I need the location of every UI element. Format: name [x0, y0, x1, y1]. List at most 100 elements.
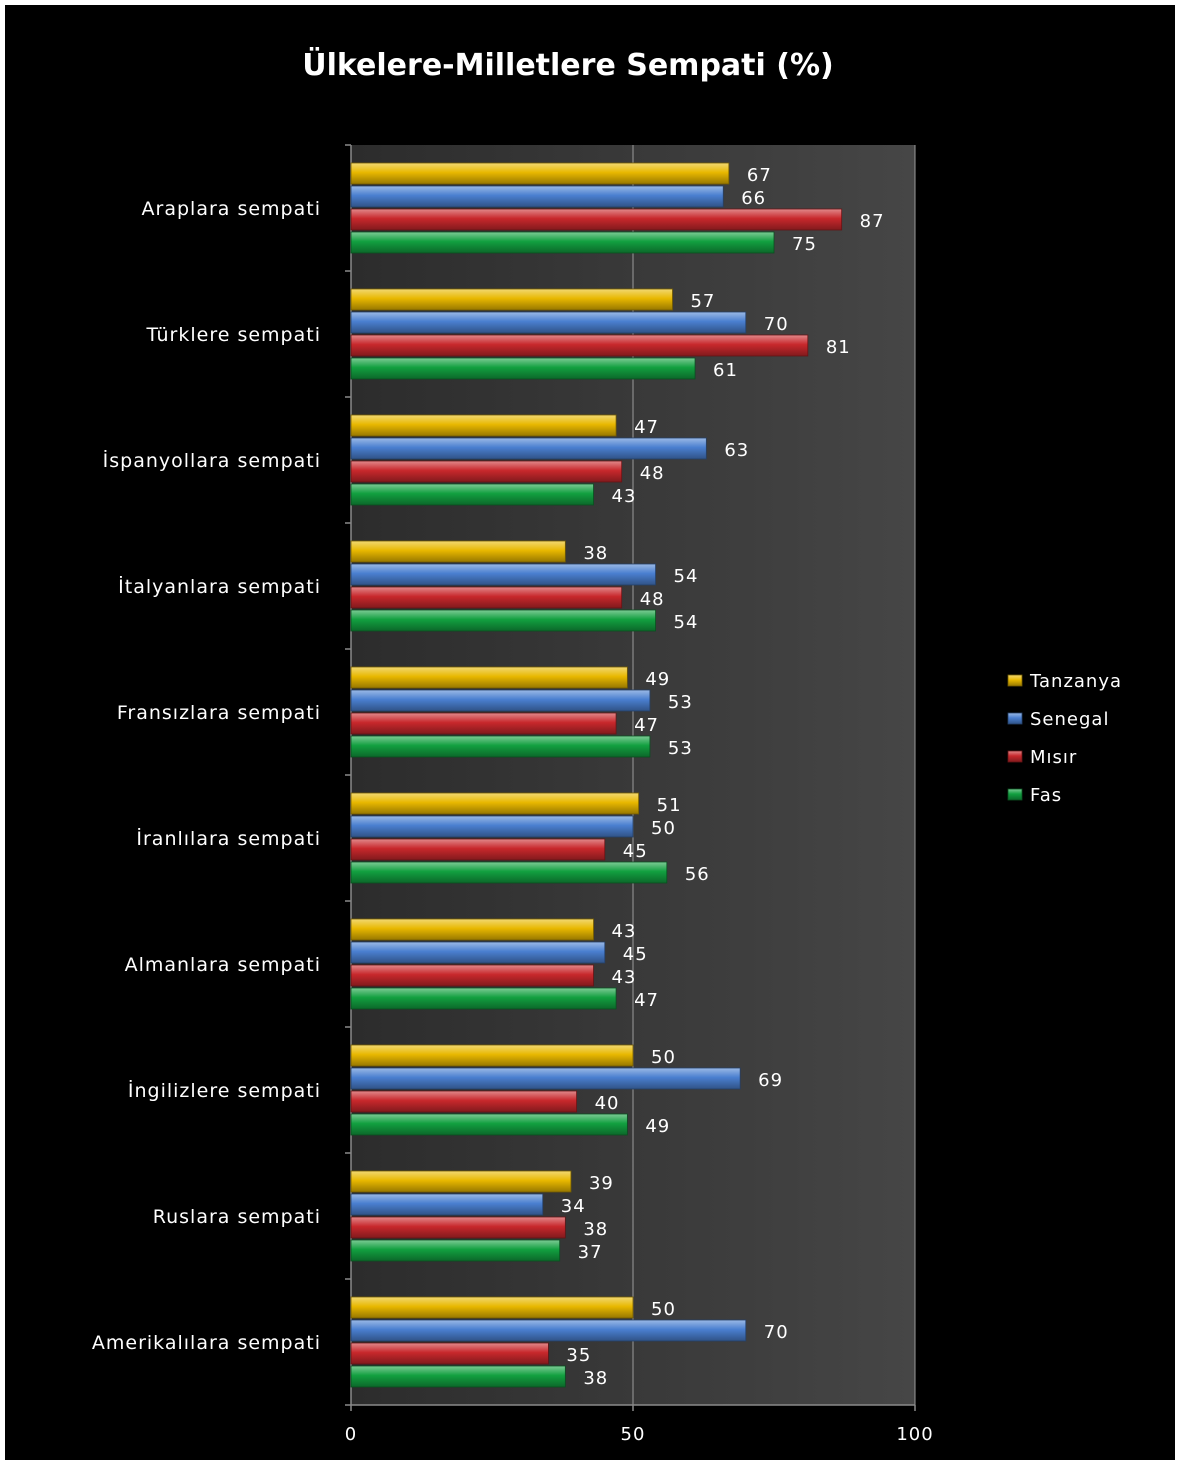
chart-frame: Ülkelere-Milletlere Sempati (%) Araplara… [5, 5, 1175, 1460]
category-label: Almanlara sempati [125, 954, 321, 976]
data-label: 87 [860, 211, 885, 232]
data-label: 49 [645, 1116, 670, 1137]
data-label: 38 [583, 543, 608, 564]
legend-swatch [1007, 674, 1023, 687]
data-label: 61 [713, 360, 738, 381]
data-label: 47 [634, 715, 659, 736]
category-label: İtalyanlara sempati [118, 575, 321, 598]
data-label: 50 [651, 1299, 676, 1320]
bar [350, 666, 628, 689]
x-tick-label: 100 [896, 1424, 933, 1445]
bar [350, 1365, 566, 1388]
category-label: Fransızlara sempati [117, 702, 321, 724]
bar [350, 334, 809, 357]
data-label: 49 [645, 669, 670, 690]
bar [350, 792, 640, 815]
data-label: 70 [764, 1322, 789, 1343]
data-label: 48 [640, 589, 665, 610]
data-label: 43 [612, 921, 637, 942]
bar [350, 815, 634, 838]
data-label: 56 [685, 864, 710, 885]
data-label: 70 [764, 314, 789, 335]
category-label: Amerikalılara sempati [92, 1332, 321, 1354]
data-label: 75 [792, 234, 817, 255]
bar [350, 208, 843, 231]
data-label: 37 [578, 1242, 603, 1263]
bar [350, 918, 594, 941]
data-label: 50 [651, 1047, 676, 1068]
bar [350, 1216, 566, 1239]
data-label: 67 [747, 165, 772, 186]
bar [350, 586, 623, 609]
data-label: 69 [758, 1070, 783, 1091]
bar [350, 162, 730, 185]
legend-entry: Mısır [1030, 747, 1077, 768]
chart-title: Ülkelere-Milletlere Sempati (%) [302, 46, 833, 83]
bar [350, 540, 566, 563]
data-label: 35 [566, 1345, 591, 1366]
data-label: 48 [640, 463, 665, 484]
bar [350, 987, 617, 1010]
data-label: 51 [657, 795, 682, 816]
category-label: İspanyollara sempati [103, 449, 321, 472]
category-label: Ruslara sempati [153, 1206, 321, 1228]
legend-swatch [1007, 788, 1023, 801]
bar [350, 414, 617, 437]
bar [350, 1319, 747, 1342]
bar [350, 941, 606, 964]
bar [350, 712, 617, 735]
data-label: 47 [634, 417, 659, 438]
data-label: 81 [826, 337, 851, 358]
data-label: 45 [623, 841, 648, 862]
category-label: Türklere sempati [146, 324, 321, 346]
data-label: 40 [595, 1093, 620, 1114]
data-label: 53 [668, 738, 693, 759]
bar [350, 288, 673, 311]
data-label: 34 [561, 1196, 586, 1217]
data-label: 53 [668, 692, 693, 713]
bar [350, 185, 724, 208]
bar [350, 563, 656, 586]
bar [350, 437, 707, 460]
bar [350, 1113, 628, 1136]
bar [350, 1044, 634, 1067]
bar [350, 1090, 578, 1113]
bar [350, 609, 656, 632]
data-label: 43 [612, 486, 637, 507]
legend-entry: Senegal [1030, 709, 1109, 730]
x-tick-label: 0 [345, 1424, 357, 1445]
data-label: 43 [612, 967, 637, 988]
data-label: 63 [724, 440, 749, 461]
bar [350, 735, 651, 758]
data-label: 57 [690, 291, 715, 312]
data-label: 54 [674, 566, 699, 587]
legend-entry: Fas [1030, 785, 1062, 806]
bar [350, 311, 747, 334]
chart-svg: Ülkelere-Milletlere Sempati (%) Araplara… [92, 46, 1122, 1445]
bar [350, 838, 606, 861]
data-label: 45 [623, 944, 648, 965]
bar [350, 460, 623, 483]
data-label: 66 [741, 188, 766, 209]
bar [350, 964, 594, 987]
bar [350, 861, 668, 884]
data-label: 38 [583, 1219, 608, 1240]
bar [350, 1193, 544, 1216]
bar [350, 689, 651, 712]
bar [350, 357, 696, 380]
bar [350, 231, 775, 254]
category-label: İngilizlere sempati [128, 1079, 321, 1102]
bar [350, 1170, 572, 1193]
data-label: 38 [583, 1368, 608, 1389]
bar [350, 1239, 561, 1262]
legend-swatch [1007, 750, 1023, 763]
legend: Tanzanya Senegal Mısır Fas [1007, 671, 1122, 806]
legend-entry: Tanzanya [1029, 671, 1122, 692]
data-label: 39 [589, 1173, 614, 1194]
bar [350, 1342, 549, 1365]
category-label: İranlılara sempati [136, 827, 321, 850]
legend-swatch [1007, 712, 1023, 725]
bar [350, 1296, 634, 1319]
category-label: Araplara sempati [142, 198, 321, 220]
bar [350, 483, 594, 506]
